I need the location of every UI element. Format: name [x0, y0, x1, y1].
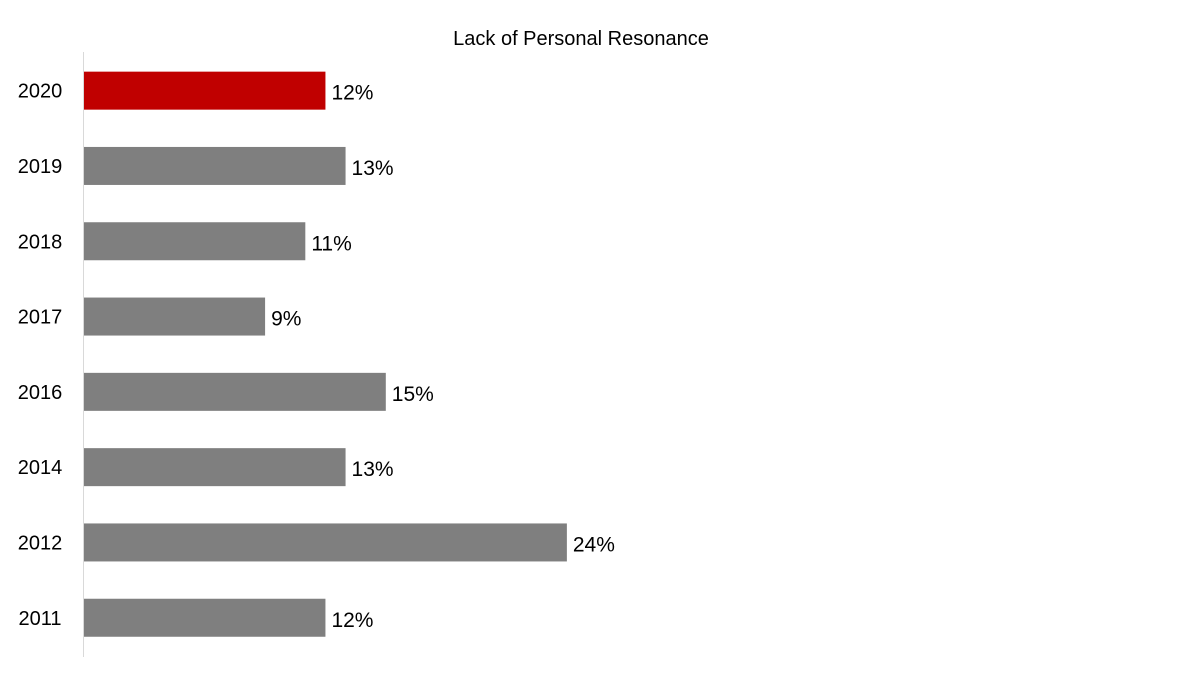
- bar-2012: [84, 523, 567, 562]
- bar-2018: [84, 222, 306, 261]
- value-label-2014: 13%: [352, 458, 394, 481]
- category-label-2019: 2019: [18, 156, 63, 178]
- bar-2014: [84, 448, 346, 487]
- bar-2016: [84, 372, 386, 411]
- category-label-2016: 2016: [18, 382, 63, 404]
- category-label-2017: 2017: [18, 307, 63, 329]
- value-label-2018: 11%: [311, 232, 351, 255]
- value-label-2011: 12%: [331, 609, 373, 632]
- value-label-2020: 12%: [331, 82, 373, 105]
- category-label-2012: 2012: [18, 532, 63, 554]
- value-label-2017: 9%: [271, 308, 301, 331]
- category-label-2020: 2020: [18, 81, 63, 103]
- category-label-2011: 2011: [18, 608, 61, 630]
- category-label-2018: 2018: [18, 231, 63, 253]
- value-label-2012: 24%: [573, 533, 615, 556]
- bars-group: [84, 71, 567, 637]
- category-labels: 2020 2019 2018 2017 2016 2014 2012 2011: [18, 81, 63, 630]
- category-label-2014: 2014: [18, 457, 63, 479]
- bar-2019: [84, 146, 346, 185]
- bar-2011: [84, 598, 326, 637]
- value-labels: 12% 13% 11% 9% 15% 13% 24% 12%: [271, 82, 615, 632]
- value-label-2016: 15%: [392, 383, 434, 406]
- bar-2017: [84, 297, 266, 336]
- value-label-2019: 13%: [352, 157, 394, 180]
- chart-title: Lack of Personal Resonance: [453, 28, 709, 50]
- bar-2020: [84, 71, 326, 110]
